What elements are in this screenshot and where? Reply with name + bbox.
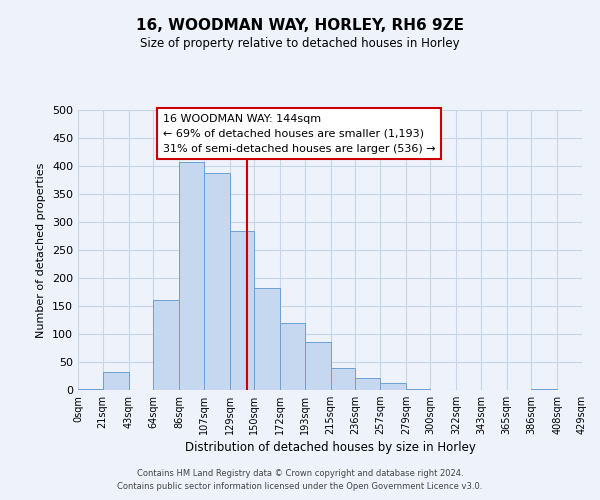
Text: 16, WOODMAN WAY, HORLEY, RH6 9ZE: 16, WOODMAN WAY, HORLEY, RH6 9ZE bbox=[136, 18, 464, 32]
Bar bbox=[355, 378, 380, 390]
Text: 16 WOODMAN WAY: 144sqm
← 69% of detached houses are smaller (1,193)
31% of semi-: 16 WOODMAN WAY: 144sqm ← 69% of detached… bbox=[163, 114, 435, 154]
Text: Contains HM Land Registry data © Crown copyright and database right 2024.: Contains HM Land Registry data © Crown c… bbox=[137, 468, 463, 477]
Y-axis label: Number of detached properties: Number of detached properties bbox=[37, 162, 46, 338]
Bar bbox=[280, 323, 305, 390]
Bar bbox=[179, 162, 204, 390]
Bar bbox=[204, 172, 230, 390]
Bar bbox=[380, 384, 406, 390]
Bar bbox=[331, 368, 355, 390]
Bar bbox=[103, 372, 128, 390]
Text: Contains public sector information licensed under the Open Government Licence v3: Contains public sector information licen… bbox=[118, 482, 482, 491]
X-axis label: Distribution of detached houses by size in Horley: Distribution of detached houses by size … bbox=[185, 442, 475, 454]
Bar bbox=[78, 389, 103, 390]
Bar bbox=[305, 342, 331, 390]
Bar bbox=[532, 389, 557, 390]
Bar bbox=[230, 231, 254, 390]
Bar bbox=[153, 300, 179, 390]
Bar bbox=[254, 288, 280, 390]
Text: Size of property relative to detached houses in Horley: Size of property relative to detached ho… bbox=[140, 38, 460, 51]
Bar bbox=[406, 389, 430, 390]
